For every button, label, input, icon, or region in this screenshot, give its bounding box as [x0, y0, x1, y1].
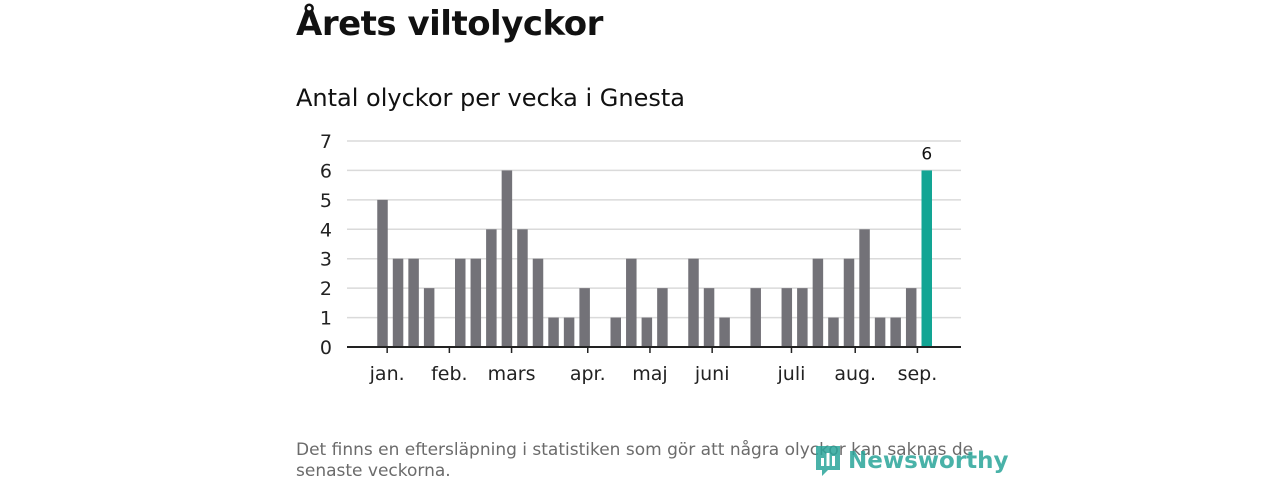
x-tick-label: jan. — [369, 363, 405, 385]
bar — [874, 317, 886, 347]
bar — [797, 288, 808, 347]
x-tick-label: maj — [632, 363, 667, 385]
y-tick-label: 3 — [320, 249, 332, 271]
bar — [408, 258, 419, 347]
bar — [905, 288, 917, 347]
newsworthy-logo-text: Newsworthy — [848, 448, 1009, 474]
bar — [517, 229, 528, 347]
y-tick-label: 0 — [320, 337, 332, 359]
x-tick-label: aug. — [834, 363, 876, 385]
y-tick-label: 6 — [320, 160, 332, 182]
footnote: Det finns en eftersläpning i statistiken… — [296, 440, 974, 481]
bar — [392, 258, 404, 347]
bar — [455, 258, 466, 347]
x-tick-label: juni — [694, 363, 730, 385]
bar — [563, 317, 575, 347]
y-tick-label: 5 — [320, 190, 332, 212]
y-tick-label: 4 — [320, 219, 332, 241]
bar — [377, 199, 388, 347]
bar — [890, 317, 901, 347]
y-axis-ticks: 0 1 2 3 4 5 6 7 — [320, 131, 332, 359]
bars — [377, 170, 932, 347]
x-tick-label: sep. — [898, 363, 938, 385]
newsworthy-logo-icon — [816, 446, 840, 476]
bar — [501, 170, 513, 347]
bar — [548, 317, 559, 347]
bar — [859, 229, 870, 347]
x-tick-label: feb. — [431, 363, 467, 385]
bar — [626, 258, 637, 347]
gridlines — [347, 140, 961, 319]
bar — [843, 258, 855, 347]
bar — [750, 288, 761, 347]
bar — [470, 258, 482, 347]
bar — [579, 288, 590, 347]
bar — [812, 258, 824, 347]
bar — [657, 288, 668, 347]
bar — [610, 317, 621, 347]
bar-highlight — [921, 170, 932, 347]
bar — [641, 317, 653, 347]
data-label: 6 — [921, 144, 932, 164]
y-tick-label: 1 — [320, 308, 332, 330]
chart-subtitle: Antal olyckor per vecka i Gnesta — [296, 84, 685, 112]
bar — [423, 288, 435, 347]
x-tick-label: juli — [777, 363, 806, 385]
bar — [703, 288, 715, 347]
y-tick-label: 7 — [320, 131, 332, 153]
x-tick-label: apr. — [570, 363, 606, 385]
bar — [719, 317, 730, 347]
bar — [688, 258, 699, 347]
bar — [781, 288, 793, 347]
y-tick-label: 2 — [320, 278, 332, 300]
newsworthy-logo: Newsworthy — [814, 444, 1009, 478]
bar — [486, 229, 497, 347]
chart-title: Årets viltolyckor — [296, 4, 603, 44]
bar — [532, 258, 544, 347]
x-axis-ticks: jan. feb. mars apr. maj juni juli aug. sep. — [369, 347, 938, 385]
bar — [828, 317, 839, 347]
x-tick-label: mars — [488, 363, 536, 385]
data-labels: 6 — [921, 144, 932, 164]
